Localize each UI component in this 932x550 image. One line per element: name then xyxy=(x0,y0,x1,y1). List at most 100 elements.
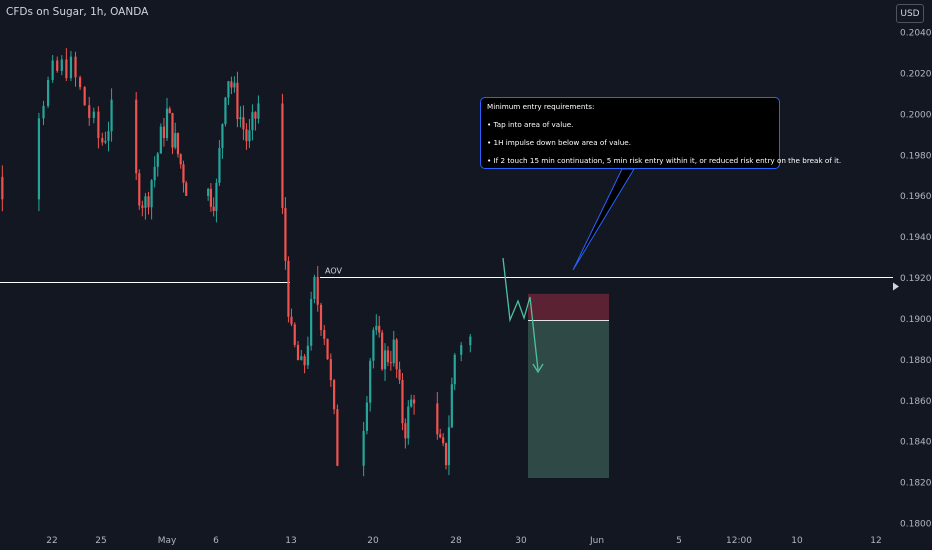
candle xyxy=(74,51,77,87)
candle-body xyxy=(185,182,188,196)
time-tick-label: 22 xyxy=(46,536,57,546)
candle-body xyxy=(209,188,213,207)
candle xyxy=(101,132,104,146)
candle-body xyxy=(395,339,398,370)
candle xyxy=(60,55,63,76)
candle-body xyxy=(401,379,404,424)
candle-body xyxy=(110,99,113,132)
candle xyxy=(329,353,332,387)
candle xyxy=(372,327,375,369)
plot-area[interactable]: AOV xyxy=(0,48,893,478)
candle-body xyxy=(290,316,293,325)
candle xyxy=(290,308,293,327)
candle-body xyxy=(65,59,68,79)
candle-body xyxy=(92,111,95,118)
callout-bullet-3: • If 2 touch 15 min continuation, 5 min … xyxy=(487,156,842,166)
candle xyxy=(386,346,390,367)
candle xyxy=(404,418,407,449)
candle xyxy=(56,56,59,73)
time-tick-label: 5 xyxy=(676,536,682,546)
candle xyxy=(447,415,451,476)
candle xyxy=(37,112,41,212)
candle-body xyxy=(383,350,387,370)
candle-body xyxy=(436,403,439,435)
callout-bullet-2: • 1H impulse down below area of value. xyxy=(487,138,632,148)
candle-body xyxy=(153,166,156,181)
candle xyxy=(398,361,401,384)
candle xyxy=(450,377,453,429)
projected-path[interactable] xyxy=(502,257,544,374)
level-marker-icon xyxy=(893,282,899,291)
candle xyxy=(313,274,316,304)
candle xyxy=(251,104,254,141)
take-profit-zone[interactable] xyxy=(528,319,609,478)
time-axis[interactable]: 22 25 May 6 13 20 28 30 Jun 5 12:00 10 12 xyxy=(46,536,881,546)
candle xyxy=(182,160,185,193)
candle-body xyxy=(176,133,180,155)
stop-zone-rect xyxy=(528,293,609,321)
candle-body xyxy=(372,330,375,361)
candle xyxy=(326,338,329,360)
candle-body xyxy=(316,276,319,305)
candle-body xyxy=(242,117,245,130)
candle xyxy=(323,325,326,346)
candle xyxy=(209,183,213,212)
candle-body xyxy=(333,380,336,410)
candle xyxy=(179,153,182,169)
candle-body xyxy=(439,434,442,438)
time-tick-label: 28 xyxy=(450,536,462,546)
candle-body xyxy=(398,369,401,380)
candle-body xyxy=(469,336,472,346)
candle xyxy=(319,302,323,336)
candle-body xyxy=(159,126,162,154)
candle-body xyxy=(147,196,150,208)
candle-body xyxy=(386,350,390,363)
candle-body xyxy=(162,126,166,139)
candle-body xyxy=(171,113,174,148)
candle xyxy=(135,91,138,181)
candle xyxy=(83,86,86,106)
candle-body xyxy=(69,56,73,79)
candle-body xyxy=(144,196,147,208)
candle xyxy=(162,117,166,147)
aov-level[interactable]: AOV xyxy=(0,267,893,283)
price-tick-label: 0.18000 xyxy=(900,520,932,530)
candle xyxy=(207,187,210,201)
candle-body xyxy=(254,112,257,119)
time-tick-label: 12:00 xyxy=(726,536,752,546)
candle-body xyxy=(460,345,463,355)
candle-body xyxy=(88,105,91,118)
callout-bullet-1: • Tap into area of value. xyxy=(487,120,574,130)
candle xyxy=(224,96,227,127)
annotation-callout[interactable]: Minimum entry requirements: • Tap into a… xyxy=(480,97,842,169)
candle xyxy=(218,140,221,187)
candle xyxy=(51,55,54,83)
candle xyxy=(174,122,177,150)
candle-body xyxy=(150,180,153,208)
candle-body xyxy=(239,117,242,120)
candle xyxy=(410,394,413,408)
candle xyxy=(300,349,303,361)
candle-body xyxy=(412,399,416,404)
stop-loss-zone[interactable] xyxy=(528,293,609,321)
currency-button[interactable]: USD xyxy=(896,4,924,23)
candle xyxy=(245,123,248,150)
candle-body xyxy=(369,360,372,403)
candle xyxy=(284,197,287,270)
candle-body xyxy=(156,153,159,167)
projection-arrowhead-icon xyxy=(532,363,544,374)
candle-body xyxy=(60,59,63,71)
candle xyxy=(383,343,387,382)
candle xyxy=(215,178,218,223)
candle-body xyxy=(104,140,107,143)
time-tick-label: 30 xyxy=(515,536,527,546)
candle-body xyxy=(407,406,410,439)
candle xyxy=(65,48,68,82)
